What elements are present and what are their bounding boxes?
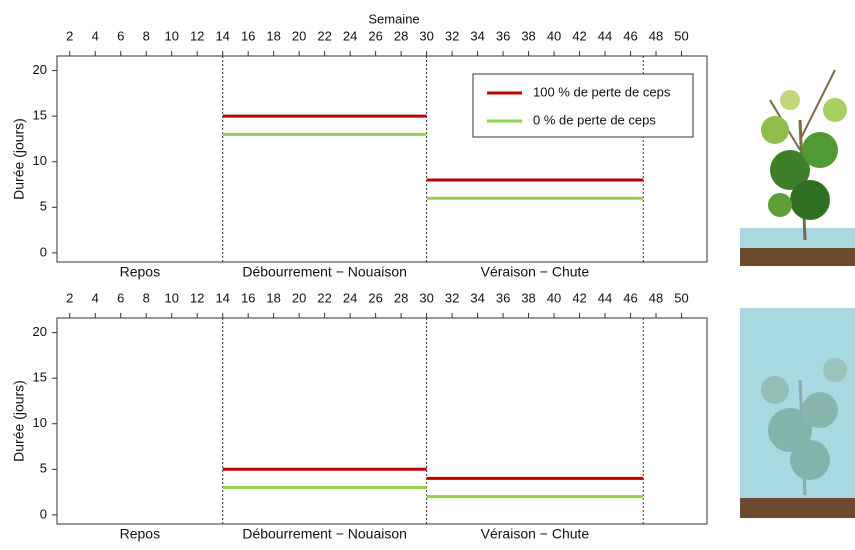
y-tick-label: 15 <box>33 108 47 123</box>
x-tick-label: 38 <box>521 28 535 43</box>
x-tick-label: 36 <box>496 28 510 43</box>
y-tick-label: 10 <box>33 415 47 430</box>
x-tick-label: 46 <box>623 290 637 305</box>
phase-label: Débourrement − Nouaison <box>242 264 407 280</box>
x-tick-label: 18 <box>266 28 280 43</box>
x-tick-label: 48 <box>649 28 663 43</box>
x-tick-label: 44 <box>598 28 612 43</box>
x-tick-label: 40 <box>547 290 561 305</box>
x-tick-label: 50 <box>674 28 688 43</box>
x-tick-label: 22 <box>317 28 331 43</box>
x-tick-label: 16 <box>241 290 255 305</box>
x-tick-label: 10 <box>164 290 178 305</box>
x-tick-label: 6 <box>117 28 124 43</box>
x-tick-label: 26 <box>368 290 382 305</box>
x-tick-label: 50 <box>674 290 688 305</box>
plot-frame <box>56 55 708 263</box>
y-tick-label: 20 <box>33 62 47 77</box>
x-tick-label: 2 <box>66 290 73 305</box>
x-tick-label: 30 <box>419 28 433 43</box>
y-axis-title: Durée (jours) <box>11 380 27 462</box>
x-tick-label: 8 <box>143 28 150 43</box>
x-tick-label: 38 <box>521 290 535 305</box>
legend-label: 0 % de perte de ceps <box>533 112 656 127</box>
y-tick-label: 5 <box>40 461 47 476</box>
phase-label: Véraison − Chute <box>481 264 590 280</box>
x-tick-label: 20 <box>292 290 306 305</box>
phase-label: Repos <box>120 526 160 542</box>
x-tick-label: 20 <box>292 28 306 43</box>
plot-frame <box>56 317 708 525</box>
y-axis-title: Durée (jours) <box>11 118 27 200</box>
x-tick-label: 14 <box>215 28 229 43</box>
legend-box <box>472 73 694 138</box>
x-tick-label: 26 <box>368 28 382 43</box>
y-tick-label: 10 <box>33 153 47 168</box>
phase-label: Véraison − Chute <box>481 526 590 542</box>
x-tick-label: 10 <box>164 28 178 43</box>
x-tick-label: 40 <box>547 28 561 43</box>
x-tick-label: 22 <box>317 290 331 305</box>
x-tick-label: 8 <box>143 290 150 305</box>
y-tick-label: 20 <box>33 324 47 339</box>
y-tick-label: 0 <box>40 506 47 521</box>
x-tick-label: 4 <box>92 290 99 305</box>
x-tick-label: 42 <box>572 28 586 43</box>
x-tick-label: 44 <box>598 290 612 305</box>
x-tick-label: 32 <box>445 28 459 43</box>
x-tick-label: 28 <box>394 290 408 305</box>
x-tick-label: 24 <box>343 28 357 43</box>
x-tick-label: 6 <box>117 290 124 305</box>
legend-label: 100 % de perte de ceps <box>533 84 671 99</box>
x-tick-label: 14 <box>215 290 229 305</box>
phase-label: Repos <box>120 264 160 280</box>
x-tick-label: 28 <box>394 28 408 43</box>
x-tick-label: 48 <box>649 290 663 305</box>
x-tick-label: 42 <box>572 290 586 305</box>
x-tick-label: 32 <box>445 290 459 305</box>
x-tick-label: 4 <box>92 28 99 43</box>
x-tick-label: 2 <box>66 28 73 43</box>
x-tick-label: 12 <box>190 290 204 305</box>
y-tick-label: 15 <box>33 370 47 385</box>
x-tick-label: 16 <box>241 28 255 43</box>
x-tick-label: 36 <box>496 290 510 305</box>
x-tick-label: 18 <box>266 290 280 305</box>
phase-label: Débourrement − Nouaison <box>242 526 407 542</box>
x-tick-label: 24 <box>343 290 357 305</box>
x-tick-label: 34 <box>470 28 484 43</box>
y-tick-label: 0 <box>40 244 47 259</box>
x-tick-label: 46 <box>623 28 637 43</box>
y-tick-label: 5 <box>40 199 47 214</box>
vine-illustration-bottom <box>740 308 855 518</box>
vine-illustration-top <box>740 69 855 266</box>
x-axis-title: Semaine <box>368 11 419 26</box>
x-tick-label: 12 <box>190 28 204 43</box>
x-tick-label: 30 <box>419 290 433 305</box>
x-tick-label: 34 <box>470 290 484 305</box>
